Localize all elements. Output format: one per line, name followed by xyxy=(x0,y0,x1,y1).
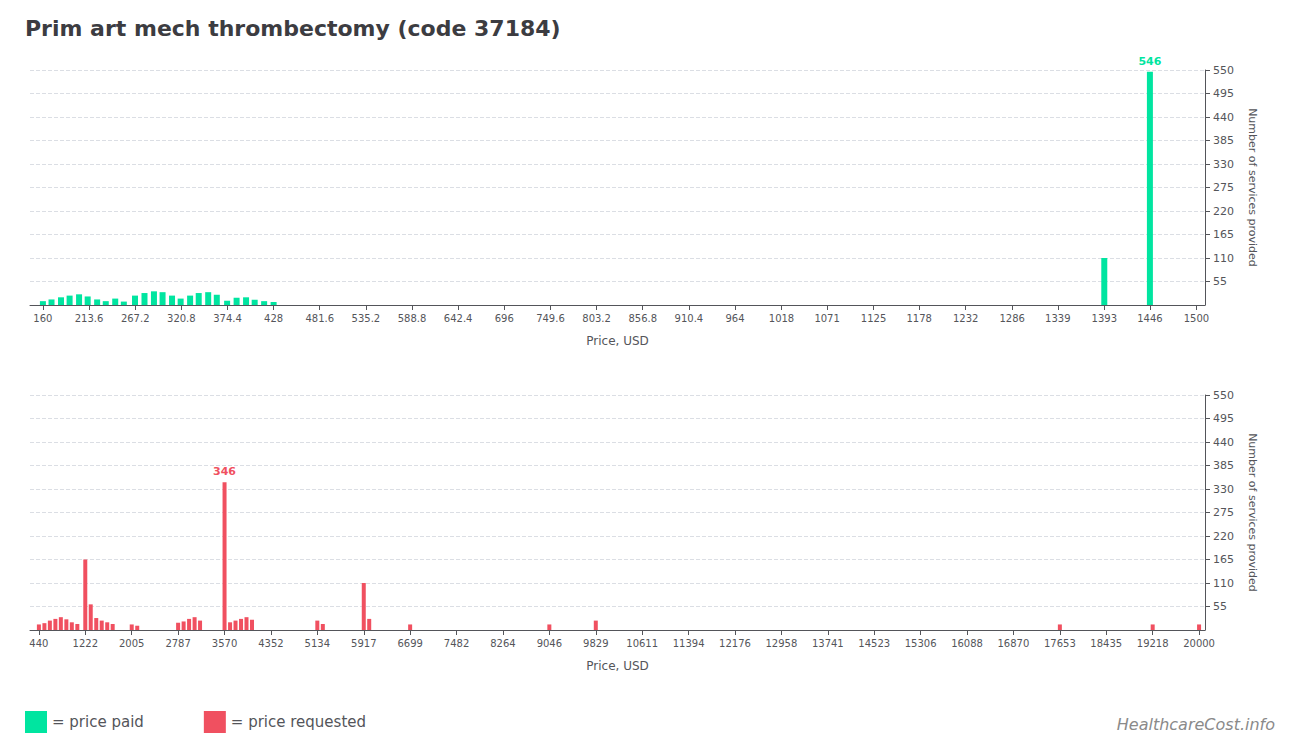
svg-text:440: 440 xyxy=(1213,111,1234,124)
svg-text:165: 165 xyxy=(1213,228,1234,241)
svg-text:Prim art mech thrombectomy (co: Prim art mech thrombectomy (code 37184) xyxy=(25,16,561,41)
svg-text:= price requested: = price requested xyxy=(231,713,366,731)
svg-text:5134: 5134 xyxy=(305,638,330,649)
svg-text:1446: 1446 xyxy=(1137,313,1162,324)
svg-text:Number of services provided: Number of services provided xyxy=(1246,433,1259,592)
svg-text:220: 220 xyxy=(1213,530,1234,543)
svg-text:HealthcareCost.info: HealthcareCost.info xyxy=(1117,715,1275,734)
svg-text:440: 440 xyxy=(29,638,48,649)
svg-text:12176: 12176 xyxy=(719,638,751,649)
svg-text:1071: 1071 xyxy=(814,313,839,324)
svg-text:428: 428 xyxy=(264,313,283,324)
svg-text:2787: 2787 xyxy=(165,638,190,649)
svg-text:7482: 7482 xyxy=(444,638,469,649)
svg-text:55: 55 xyxy=(1213,275,1227,288)
svg-text:213.6: 213.6 xyxy=(75,313,104,324)
svg-text:9046: 9046 xyxy=(537,638,562,649)
svg-text:1125: 1125 xyxy=(861,313,886,324)
svg-text:160: 160 xyxy=(33,313,52,324)
svg-text:1393: 1393 xyxy=(1092,313,1117,324)
svg-text:267.2: 267.2 xyxy=(121,313,150,324)
svg-text:1286: 1286 xyxy=(999,313,1024,324)
svg-text:696: 696 xyxy=(495,313,514,324)
svg-text:220: 220 xyxy=(1213,205,1234,218)
svg-text:330: 330 xyxy=(1213,158,1234,171)
svg-text:5917: 5917 xyxy=(351,638,376,649)
svg-text:16870: 16870 xyxy=(998,638,1030,649)
svg-text:374.4: 374.4 xyxy=(213,313,242,324)
svg-text:550: 550 xyxy=(1213,389,1234,402)
svg-text:440: 440 xyxy=(1213,436,1234,449)
svg-text:1018: 1018 xyxy=(769,313,794,324)
svg-text:495: 495 xyxy=(1213,87,1234,100)
svg-text:330: 330 xyxy=(1213,483,1234,496)
svg-text:495: 495 xyxy=(1213,412,1234,425)
svg-text:550: 550 xyxy=(1213,64,1234,77)
svg-text:Price, USD: Price, USD xyxy=(586,334,649,348)
svg-text:13741: 13741 xyxy=(812,638,844,649)
svg-text:385: 385 xyxy=(1213,134,1234,147)
svg-text:481.6: 481.6 xyxy=(305,313,334,324)
svg-text:2005: 2005 xyxy=(119,638,144,649)
svg-text:588.8: 588.8 xyxy=(398,313,427,324)
svg-text:= price paid: = price paid xyxy=(52,713,144,731)
svg-text:16088: 16088 xyxy=(951,638,983,649)
svg-text:535.2: 535.2 xyxy=(352,313,381,324)
svg-text:275: 275 xyxy=(1213,181,1234,194)
svg-text:1339: 1339 xyxy=(1045,313,1070,324)
svg-text:110: 110 xyxy=(1213,577,1234,590)
svg-text:11394: 11394 xyxy=(673,638,705,649)
svg-text:320.8: 320.8 xyxy=(167,313,196,324)
svg-text:749.6: 749.6 xyxy=(536,313,565,324)
svg-text:12958: 12958 xyxy=(765,638,797,649)
svg-text:55: 55 xyxy=(1213,600,1227,613)
svg-text:19218: 19218 xyxy=(1137,638,1169,649)
svg-text:4352: 4352 xyxy=(258,638,283,649)
svg-text:275: 275 xyxy=(1213,506,1234,519)
svg-text:803.2: 803.2 xyxy=(582,313,611,324)
svg-text:18435: 18435 xyxy=(1090,638,1122,649)
svg-text:Price, USD: Price, USD xyxy=(586,659,649,673)
svg-text:642.4: 642.4 xyxy=(444,313,473,324)
svg-text:910.4: 910.4 xyxy=(675,313,704,324)
svg-text:Number of services provided: Number of services provided xyxy=(1246,108,1259,267)
svg-text:15306: 15306 xyxy=(905,638,937,649)
svg-text:546: 546 xyxy=(1138,55,1161,68)
svg-text:964: 964 xyxy=(725,313,744,324)
svg-text:385: 385 xyxy=(1213,459,1234,472)
svg-text:1500: 1500 xyxy=(1184,313,1209,324)
svg-text:8264: 8264 xyxy=(490,638,515,649)
svg-text:1178: 1178 xyxy=(906,313,931,324)
svg-text:20000: 20000 xyxy=(1183,638,1215,649)
svg-text:10611: 10611 xyxy=(626,638,658,649)
svg-text:346: 346 xyxy=(213,465,236,478)
svg-text:14523: 14523 xyxy=(858,638,890,649)
svg-text:110: 110 xyxy=(1213,252,1234,265)
svg-text:6699: 6699 xyxy=(397,638,422,649)
svg-text:856.8: 856.8 xyxy=(628,313,657,324)
svg-text:1222: 1222 xyxy=(73,638,98,649)
svg-text:17653: 17653 xyxy=(1044,638,1076,649)
svg-text:1232: 1232 xyxy=(953,313,978,324)
svg-text:3570: 3570 xyxy=(212,638,237,649)
svg-text:165: 165 xyxy=(1213,553,1234,566)
svg-text:9829: 9829 xyxy=(583,638,608,649)
